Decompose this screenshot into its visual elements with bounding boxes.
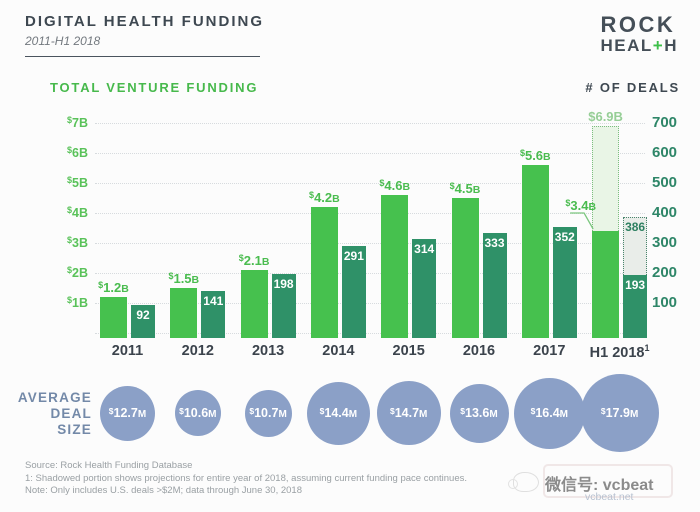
gridline	[95, 123, 645, 124]
deals-bar	[552, 227, 577, 338]
funding-value-label: $1.5B	[168, 271, 200, 286]
average-deal-size-bubble: $10.7M	[244, 389, 292, 437]
gridline	[95, 153, 645, 154]
funding-bar	[521, 165, 549, 338]
deal-count-label: 333	[484, 236, 505, 251]
funding-value-label: $3.4B	[565, 198, 597, 213]
deal-count-label: 352	[554, 230, 575, 245]
logo-word-rock: ROCK	[600, 12, 676, 37]
watermark-wechat-id: 微信号: vcbeat	[545, 477, 654, 494]
right-axis-tick: 100	[652, 294, 678, 311]
average-deal-size-bubble: $10.6M	[174, 390, 221, 436]
average-deal-size-bubble: $17.9M	[580, 374, 659, 452]
title-block: DIGITAL HEALTH FUNDING 2011-H1 2018	[25, 13, 265, 48]
average-deal-size-bubble: $14.4M	[306, 381, 370, 445]
funding-value-label: $4.6B	[379, 178, 411, 193]
projection-note: 1: Shadowed portion shows projections fo…	[25, 472, 468, 484]
inclusion-note: Note: Only includes U.S. deals >$2M; dat…	[25, 485, 302, 496]
average-deal-size-bubble: $14.7M	[376, 381, 441, 445]
funding-value-label: $4.5B	[449, 181, 481, 196]
left-axis-tick: $3B	[67, 235, 88, 250]
deal-count-label: 141	[203, 293, 224, 308]
footnotes: Source: Rock Health Funding Database 1: …	[25, 460, 467, 498]
funding-bar	[592, 231, 620, 338]
rock-health-logo: ROCK HEAL+H	[600, 12, 679, 55]
right-axis-tick: 300	[652, 234, 678, 251]
funding-bar	[381, 195, 409, 338]
average-deal-size-bubble: $13.6M	[449, 383, 509, 443]
funding-value-label: $4.2B	[309, 190, 340, 205]
deal-count-label: 193	[625, 278, 646, 293]
left-axis-tick: $5B	[67, 175, 88, 190]
watermark: 微信号: vcbeat vcbeat.net	[508, 464, 688, 506]
page-subtitle: 2011-H1 2018	[25, 34, 101, 48]
funding-value-label: $5.6B	[519, 148, 551, 163]
left-axis-tick: $4B	[67, 205, 88, 220]
funding-bar	[451, 198, 479, 338]
right-axis-tick: 600	[652, 144, 678, 161]
average-deal-size-label: AVERAGE DEAL SIZE	[17, 390, 92, 437]
right-axis-tick: 400	[652, 204, 678, 221]
watermark-logo-frame	[543, 464, 673, 498]
left-axis-title: TOTAL VENTURE FUNDING	[50, 80, 259, 95]
gridline	[95, 243, 645, 244]
deal-count-label: 291	[343, 248, 364, 263]
funding-value-label: $2.1B	[238, 253, 270, 268]
deal-count-label: 198	[273, 276, 294, 291]
deals-bar	[131, 305, 155, 338]
right-axis-tick: 200	[652, 264, 678, 281]
category-label-2015: 2015	[392, 343, 425, 359]
page-title: DIGITAL HEALTH FUNDING	[25, 13, 264, 30]
funding-value-label: $1.2B	[98, 280, 129, 295]
funding-bar	[240, 270, 268, 338]
right-axis-title: # OF DEALS	[585, 80, 680, 95]
left-axis-tick: $7B	[67, 115, 88, 130]
gridline	[95, 303, 645, 304]
gridline	[95, 273, 645, 274]
deal-count-label: 314	[414, 241, 435, 256]
deals-bar	[623, 275, 648, 338]
category-label-2012: 2012	[181, 343, 214, 359]
deals-bar	[271, 273, 296, 338]
category-label-2014: 2014	[322, 343, 355, 359]
funding-projection-bar	[592, 126, 620, 231]
left-axis-tick: $6B	[67, 145, 88, 160]
deals-bar	[412, 238, 437, 338]
watermark-site: vcbeat.net	[585, 491, 634, 503]
funding-projection-label: $6.9B	[588, 109, 623, 124]
category-label-2013: 2013	[251, 343, 285, 359]
gridline	[95, 213, 645, 214]
average-deal-size-bubble: $16.4M	[513, 377, 585, 449]
deals-bar	[201, 290, 226, 338]
deals-bar	[482, 233, 507, 338]
deals-projection-bar	[623, 217, 648, 276]
left-axis-tick: $1B	[67, 295, 88, 310]
funding-bar	[170, 288, 198, 338]
category-label-2017: 2017	[533, 343, 566, 359]
logo-plus-icon: +	[652, 36, 665, 55]
watermark-doodle-icon	[508, 472, 539, 492]
deals-bar	[341, 245, 366, 338]
category-label-2016: 2016	[462, 343, 496, 359]
right-axis-tick: 700	[652, 114, 678, 131]
funding-bar	[100, 297, 127, 338]
left-axis-tick: $2B	[67, 265, 88, 280]
category-label-2011: 2011	[111, 343, 144, 359]
average-deal-size-bubble: $12.7M	[100, 385, 155, 441]
gridline	[95, 333, 645, 334]
title-divider	[25, 56, 260, 57]
logo-word-health: HEAL+H	[600, 36, 678, 55]
source-note: Source: Rock Health Funding Database	[25, 460, 193, 471]
deal-count-label: 92	[136, 308, 150, 323]
right-axis-tick: 500	[652, 174, 678, 191]
funding-bar	[310, 207, 338, 338]
category-label-h1-2018: H1 20181	[589, 343, 650, 361]
deals-projection-label: 386	[625, 220, 646, 235]
gridline	[95, 183, 645, 184]
